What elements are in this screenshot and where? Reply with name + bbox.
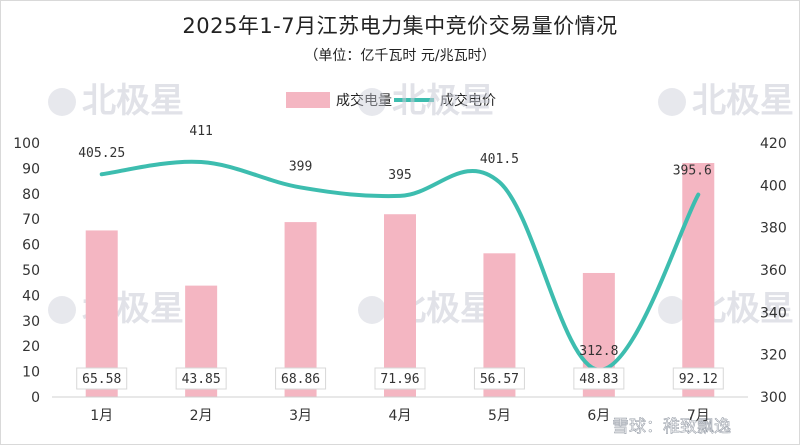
y-right-tick-label: 420 — [760, 136, 787, 152]
watermark-logo-icon — [658, 88, 686, 116]
x-tick-label: 5月 — [488, 408, 511, 424]
watermark-logo-icon — [48, 296, 76, 324]
watermark-logo-icon — [358, 296, 386, 324]
line-series — [99, 159, 701, 372]
watermark-logo-icon — [358, 88, 386, 116]
volume-label-box — [573, 367, 625, 390]
price-data-label: 399 — [289, 159, 312, 174]
y-left-tick-label: 100 — [13, 136, 40, 152]
y-right-tick-label: 300 — [760, 390, 787, 406]
volume-data-label: 71.96 — [380, 372, 419, 387]
x-tick-label: 6月 — [587, 408, 610, 424]
y-left-tick-label: 60 — [22, 238, 40, 254]
price-data-label: 405.25 — [78, 146, 125, 161]
volume-data-label: 56.57 — [480, 372, 519, 387]
data-labels: 65.58 43.85 68.86 71.96 56.57 48.83 92.12 405.2… — [76, 124, 724, 390]
x-tick-label: 2月 — [190, 408, 213, 424]
legend-item-volume: 成交电量 — [286, 90, 392, 110]
y-left-tick-label: 90 — [22, 161, 40, 177]
y-right-tick-label: 400 — [760, 178, 787, 194]
watermark-brand: 北极星 — [392, 81, 494, 121]
volume-label-box — [374, 367, 426, 390]
price-data-label: 312.8 — [579, 344, 618, 359]
legend-swatch-bar — [286, 92, 330, 108]
y-left-tick-label: 50 — [22, 263, 40, 279]
watermark-brand: 北极星 — [82, 81, 184, 121]
volume-label-box — [473, 367, 525, 390]
x-tick-label: 7月 — [687, 408, 710, 424]
y-left-tick-label: 20 — [22, 339, 40, 355]
legend-swatch-line — [394, 98, 434, 102]
price-data-label: 411 — [189, 124, 212, 139]
y-right-tick-label: 320 — [760, 348, 787, 364]
y-right-tick-label: 380 — [760, 221, 787, 237]
bar-series — [85, 163, 715, 397]
price-data-label: 395.6 — [673, 164, 712, 179]
x-tick-label: 4月 — [389, 408, 412, 424]
y-left-tick-label: 40 — [22, 288, 40, 304]
y-right-tick-label: 340 — [760, 305, 787, 321]
volume-bar-4 — [384, 214, 416, 397]
watermark-logo-icon — [658, 296, 686, 324]
chart-title: 2025年1-7月江苏电力集中竞价交易量价情况 — [182, 14, 618, 38]
x-tick-label: 1月 — [90, 408, 113, 424]
legend-label-price: 成交电价 — [440, 93, 496, 109]
volume-data-label: 43.85 — [182, 372, 221, 387]
y-left-tick-label: 80 — [22, 187, 40, 203]
price-data-label: 395 — [388, 168, 411, 183]
price-data-label: 401.5 — [480, 152, 519, 167]
volume-data-label: 48.83 — [579, 372, 618, 387]
price-line — [99, 159, 701, 372]
x-tick-label: 3月 — [289, 408, 312, 424]
y-left-tick-label: 10 — [22, 365, 40, 381]
volume-label-box — [76, 367, 128, 390]
axes: 0 10 20 30 40 50 60 70 80 90 100 300 320 340 360 380 400… — [13, 136, 786, 424]
volume-label-box — [672, 367, 724, 390]
volume-data-label: 65.58 — [82, 372, 121, 387]
legend: 成交电量 成交电价 — [286, 90, 496, 110]
legend-item-price: 成交电价 — [392, 90, 496, 110]
y-left-tick-label: 30 — [22, 314, 40, 330]
volume-data-label: 92.12 — [679, 372, 718, 387]
watermark-logo-icon — [48, 88, 76, 116]
watermark-brand: 北极星 — [692, 81, 794, 121]
volume-label-box — [175, 367, 227, 390]
volume-data-label: 68.86 — [281, 372, 320, 387]
volume-label-box — [275, 367, 327, 390]
y-right-tick-label: 360 — [760, 263, 787, 279]
y-left-tick-label: 70 — [22, 212, 40, 228]
watermark-footer: 雪球：稚致飘逸 — [612, 417, 731, 437]
y-left-tick-label: 0 — [31, 390, 40, 406]
legend-label-volume: 成交电量 — [336, 93, 392, 109]
volume-bar-7 — [682, 163, 715, 397]
chart-subtitle: （单位：亿千瓦时 元/兆瓦时） — [304, 48, 496, 64]
